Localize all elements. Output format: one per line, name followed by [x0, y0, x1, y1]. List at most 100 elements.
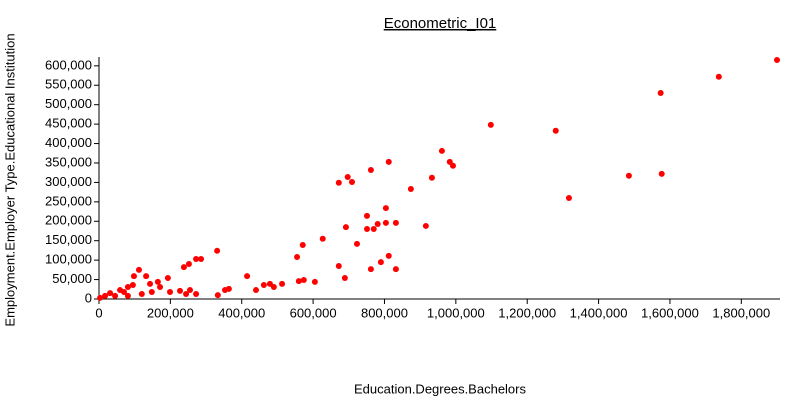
point	[335, 262, 342, 269]
point	[319, 235, 326, 242]
point	[129, 282, 136, 289]
point	[377, 259, 384, 266]
point	[428, 174, 435, 181]
point	[177, 287, 184, 294]
point	[130, 273, 137, 280]
point	[183, 290, 190, 297]
point	[367, 166, 374, 173]
point	[138, 290, 145, 297]
point	[487, 121, 494, 128]
point	[294, 254, 301, 261]
point	[374, 220, 381, 227]
y-tick-label: 200,000	[45, 213, 92, 228]
point	[198, 255, 205, 262]
point	[565, 194, 572, 201]
point	[185, 261, 192, 268]
point	[221, 287, 228, 294]
point	[392, 266, 399, 273]
x-tick-label: 1,000,000	[427, 305, 485, 320]
point	[363, 212, 370, 219]
point	[186, 287, 193, 294]
y-tick-label: 250,000	[45, 193, 92, 208]
point	[143, 273, 150, 280]
point	[214, 247, 221, 254]
point	[407, 186, 414, 193]
point	[657, 90, 664, 97]
y-tick-label: 500,000	[45, 96, 92, 111]
point	[102, 292, 109, 299]
point	[341, 275, 348, 282]
point	[214, 292, 221, 299]
point	[295, 278, 302, 285]
chart-title: Econometric_I01	[384, 15, 497, 32]
y-tick-label: 450,000	[45, 116, 92, 131]
point	[135, 266, 142, 273]
point	[124, 283, 131, 290]
point	[385, 252, 392, 259]
point	[147, 280, 154, 287]
point	[157, 283, 164, 290]
point	[260, 282, 267, 289]
point	[370, 226, 377, 233]
point	[335, 179, 342, 186]
point	[120, 289, 127, 296]
point	[148, 289, 155, 296]
point	[299, 241, 306, 248]
y-tick-label: 150,000	[45, 232, 92, 247]
point	[422, 222, 429, 229]
point	[392, 219, 399, 226]
point	[774, 57, 780, 63]
point	[311, 278, 318, 285]
point	[300, 276, 307, 283]
point	[382, 205, 389, 212]
point	[344, 173, 351, 180]
point	[715, 73, 722, 80]
point	[112, 292, 119, 299]
point	[124, 292, 131, 299]
point	[353, 240, 360, 247]
y-tick-label: 550,000	[45, 77, 92, 92]
x-tick-label: 800,000	[361, 305, 408, 320]
y-tick-label: 100,000	[45, 252, 92, 267]
point	[363, 226, 370, 233]
point	[438, 147, 445, 154]
x-tick-label: 1,400,000	[570, 305, 628, 320]
point	[244, 273, 251, 280]
point	[107, 290, 114, 297]
point	[349, 179, 356, 186]
x-axis-label: Education.Degrees.Bachelors	[354, 381, 526, 396]
point	[193, 255, 200, 262]
point	[270, 283, 277, 290]
point	[167, 289, 174, 296]
y-tick-label: 600,000	[45, 57, 92, 72]
x-tick-label: 200,000	[147, 305, 194, 320]
point	[382, 219, 389, 226]
point	[449, 162, 456, 169]
x-tick-label: 1,600,000	[641, 305, 699, 320]
y-tick-label: 350,000	[45, 154, 92, 169]
y-tick-label: 300,000	[45, 174, 92, 189]
point	[342, 224, 349, 231]
point	[164, 275, 171, 282]
y-tick-label: 50,000	[52, 271, 92, 286]
point	[367, 266, 374, 273]
point	[180, 264, 187, 271]
x-tick-label: 1,200,000	[498, 305, 556, 320]
point	[154, 278, 161, 285]
x-tick-label: 600,000	[290, 305, 337, 320]
x-tick-label: 1,800,000	[712, 305, 770, 320]
y-tick-label: 400,000	[45, 135, 92, 150]
point	[552, 127, 559, 134]
x-tick-label: 400,000	[218, 305, 265, 320]
point	[625, 172, 632, 179]
point	[385, 158, 392, 165]
point	[253, 287, 260, 294]
y-axis-label: Employment.Employer Type.Educational Ins…	[2, 33, 17, 326]
y-tick-label: 0	[85, 290, 92, 305]
point	[658, 170, 665, 177]
point	[97, 294, 104, 301]
x-tick-label: 0	[95, 305, 102, 320]
point	[279, 280, 286, 287]
point	[193, 290, 200, 297]
